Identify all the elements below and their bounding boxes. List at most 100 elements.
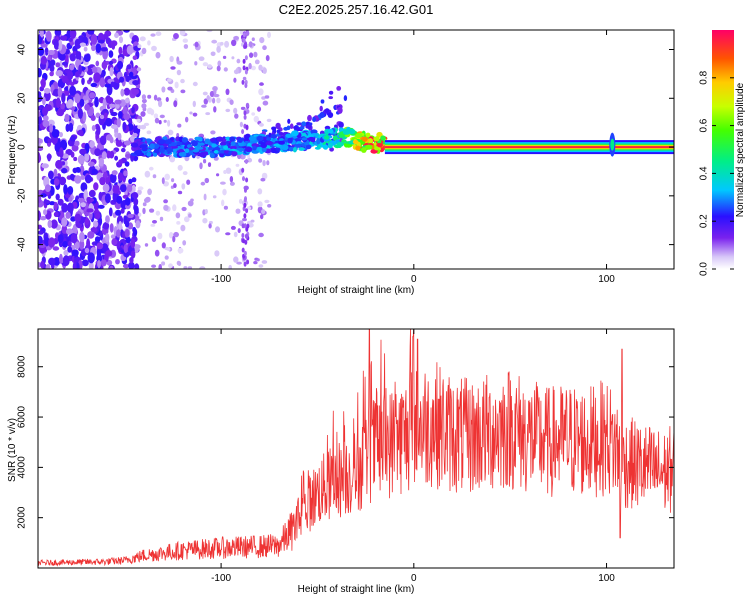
heatmap-cell (135, 138, 141, 142)
heatmap-cell (241, 233, 245, 238)
heatmap-cell (262, 45, 267, 51)
heatmap-cell (124, 220, 130, 228)
heatmap-cell (74, 38, 82, 49)
heatmap-cell (123, 113, 130, 121)
heatmap-cell (242, 238, 245, 244)
heatmap-cell (38, 261, 41, 268)
heatmap-cell (59, 253, 63, 264)
heatmap-cell (289, 123, 294, 129)
heatmap-cell (150, 109, 155, 116)
heatmap-cell (38, 230, 44, 235)
heatmap-cell (271, 126, 277, 131)
heatmap-cell (335, 139, 340, 144)
heatmap-cell (376, 143, 383, 148)
heatmap-cell (182, 38, 188, 43)
heatmap-cell (109, 136, 114, 144)
heatmap-cell (292, 147, 297, 153)
heatmap-cell (43, 91, 51, 102)
heatmap-cell (149, 208, 155, 213)
heatmap-cell (252, 145, 257, 151)
heatmap-cell (89, 140, 95, 148)
heatmap-cell (111, 42, 116, 50)
heatmap-cell (38, 137, 42, 144)
heatmap-cell (336, 144, 342, 148)
heatmap-cell (79, 42, 86, 47)
heatmap-cell (243, 213, 247, 219)
heatmap-cell (83, 189, 89, 201)
heatmap-cell (65, 123, 70, 132)
heatmap-cell (265, 55, 270, 62)
heatmap-cell (53, 257, 61, 266)
heatmap-cell (123, 244, 128, 254)
y-tick-label: 40 (17, 44, 28, 56)
heatmap-cell (110, 111, 118, 117)
heatmap-cell (123, 87, 131, 96)
heatmap-cell (50, 219, 58, 229)
heatmap-cell (69, 64, 75, 71)
x-tick-label: -100 (211, 573, 231, 584)
heatmap-cell (204, 138, 211, 144)
heatmap-cell (261, 96, 266, 100)
heatmap-cell (117, 132, 122, 141)
heatmap-cell (319, 105, 323, 112)
heatmap-cell (133, 204, 138, 211)
heatmap-cell (74, 93, 81, 104)
heatmap-cell (194, 61, 198, 66)
heatmap-cell (110, 173, 117, 184)
heatmap-cell (200, 181, 206, 186)
heatmap-cell (176, 221, 181, 225)
heatmap-cell (152, 174, 157, 179)
heatmap-cell (159, 147, 165, 153)
x-tick-label: 0 (411, 573, 417, 584)
heatmap-cell (244, 146, 253, 153)
heatmap-cell (233, 256, 239, 263)
heatmap-cell (328, 96, 334, 100)
heatmap-cell (49, 71, 54, 77)
heatmap-cell (74, 175, 82, 184)
heatmap-cell (109, 67, 114, 77)
heatmap-cell (166, 147, 173, 153)
heatmap-cell (98, 191, 103, 201)
heatmap-cell (131, 177, 137, 183)
heatmap-cell (262, 160, 266, 167)
heatmap-cell (271, 138, 277, 143)
heatmap-cell (109, 223, 114, 233)
heatmap-cell (301, 137, 308, 141)
heatmap-cell (131, 106, 135, 114)
heatmap-cell (40, 43, 48, 48)
heatmap-cell (273, 143, 281, 147)
heatmap-cell (122, 263, 130, 269)
heatmap-cell (206, 95, 210, 101)
heatmap-cell (146, 151, 152, 157)
heatmap-cell (189, 111, 193, 115)
heatmap-cell (177, 164, 183, 171)
heatmap-cell (338, 121, 344, 129)
heatmap-cell (122, 106, 128, 116)
heatmap-cell (246, 30, 250, 36)
heatmap-cell (173, 33, 179, 40)
heatmap-cell (96, 254, 103, 263)
heatmap-cell (194, 41, 199, 48)
heatmap-cell (133, 197, 139, 206)
heatmap-cell (43, 209, 48, 216)
heatmap-cell (185, 116, 189, 123)
heatmap-cell (355, 133, 363, 138)
heatmap-cell (141, 98, 147, 104)
heatmap-cell (38, 115, 42, 125)
heatmap-cell (118, 36, 124, 44)
heatmap-cell (129, 71, 134, 78)
heatmap-cell (44, 47, 49, 56)
heatmap-cell (97, 204, 105, 209)
heatmap-cell (125, 204, 131, 210)
heatmap-cell (86, 208, 94, 213)
heatmap-cell (176, 260, 181, 266)
heatmap-cell (367, 138, 373, 144)
heatmap-cell (57, 86, 63, 98)
heatmap-cell (130, 238, 136, 249)
heatmap-cell (213, 88, 217, 95)
y-tick-label: -40 (17, 237, 28, 252)
heatmap-cell (207, 64, 213, 69)
heatmap-cell (110, 81, 115, 88)
heatmap-cell (177, 190, 183, 195)
heatmap-cell (101, 151, 107, 160)
